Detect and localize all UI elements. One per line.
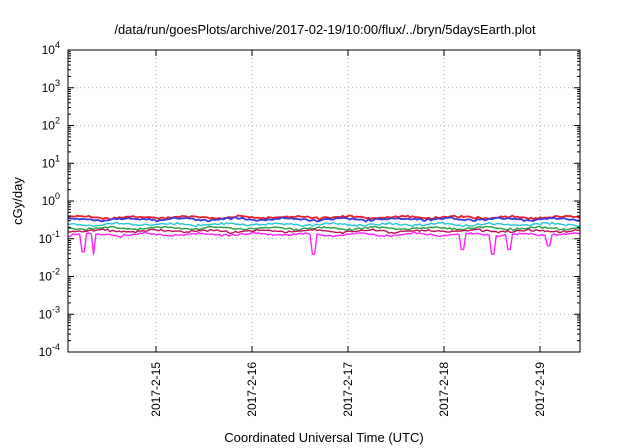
x-tick-label: 2017-2-16: [245, 362, 259, 417]
x-tick-label: 2017-2-18: [437, 362, 451, 417]
y-axis-label: cGy/day: [10, 177, 25, 225]
y-axis: 10-4 10-3 10-2 10-1 100 101 102 103 104: [39, 40, 580, 359]
y-tick-label: 10-4: [39, 342, 60, 359]
y-tick-label: 10-1: [39, 229, 60, 246]
series-line-5: [67, 228, 581, 235]
series-line-3: [67, 221, 581, 228]
y-tick-label: 104: [42, 40, 60, 57]
y-tick-label: 10-3: [39, 304, 60, 321]
series-group: [67, 214, 581, 255]
x-tick-label: 2017-2-19: [533, 362, 547, 417]
grid: [68, 50, 580, 352]
chart-title: /data/run/goesPlots/archive/2017-02-19/1…: [114, 22, 536, 37]
series-line-6: [67, 231, 581, 255]
y-tick-label: 103: [42, 78, 60, 95]
series-line-2: [67, 216, 581, 223]
x-axis: 2017-2-15 2017-2-16 2017-2-17 2017-2-18 2017…: [149, 50, 547, 417]
x-tick-label: 2017-2-17: [341, 362, 355, 417]
x-tick-label: 2017-2-15: [149, 362, 163, 417]
series-line-4: [67, 225, 580, 232]
y-tick-label: 101: [42, 153, 60, 170]
x-axis-label: Coordinated Universal Time (UTC): [224, 430, 423, 445]
y-tick-label: 10-2: [39, 267, 60, 284]
y-tick-label: 102: [42, 116, 60, 133]
y-tick-label: 100: [42, 191, 60, 208]
